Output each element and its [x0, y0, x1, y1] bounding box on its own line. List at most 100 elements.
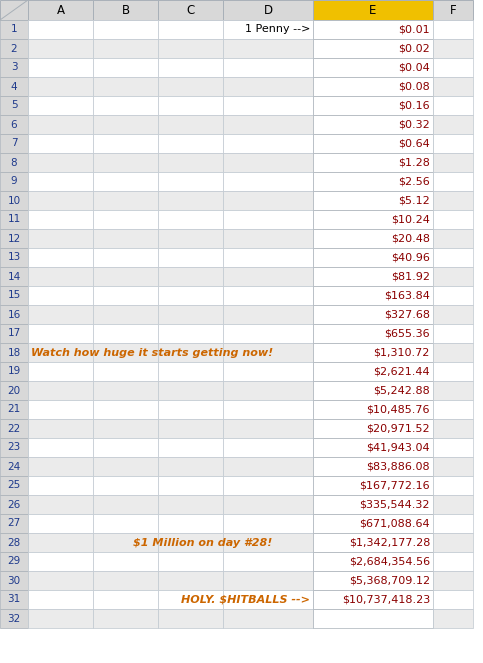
Bar: [313, 495, 433, 514]
Bar: [223, 381, 313, 400]
Bar: [93, 362, 158, 381]
Text: $1,342,177.28: $1,342,177.28: [349, 538, 430, 548]
Bar: [28, 400, 93, 419]
Text: 22: 22: [7, 424, 21, 434]
Bar: [158, 343, 223, 362]
Bar: [223, 324, 313, 343]
Bar: [0, 115, 28, 134]
Bar: [28, 514, 93, 533]
Bar: [158, 400, 223, 419]
Bar: [93, 457, 158, 476]
Bar: [93, 305, 158, 324]
Text: F: F: [450, 3, 456, 17]
Bar: [223, 0, 313, 20]
Bar: [0, 286, 28, 305]
Text: D: D: [263, 3, 272, 17]
Text: $20,971.52: $20,971.52: [367, 424, 430, 434]
Text: 6: 6: [11, 119, 17, 129]
Bar: [158, 495, 223, 514]
Bar: [433, 590, 473, 609]
Bar: [223, 419, 313, 438]
Bar: [28, 362, 93, 381]
Bar: [158, 229, 223, 248]
Bar: [313, 0, 433, 20]
Bar: [0, 343, 28, 362]
Text: B: B: [121, 3, 129, 17]
Bar: [223, 191, 313, 210]
Bar: [223, 229, 313, 248]
Bar: [223, 362, 313, 381]
Bar: [313, 533, 433, 552]
Bar: [158, 248, 223, 267]
Bar: [0, 381, 28, 400]
Bar: [223, 571, 313, 590]
Bar: [93, 286, 158, 305]
Bar: [93, 191, 158, 210]
Bar: [93, 58, 158, 77]
Text: $2.56: $2.56: [398, 176, 430, 186]
Bar: [93, 514, 158, 533]
Bar: [223, 552, 313, 571]
Text: 9: 9: [11, 176, 17, 186]
Bar: [0, 248, 28, 267]
Bar: [0, 571, 28, 590]
Bar: [158, 533, 223, 552]
Bar: [0, 362, 28, 381]
Bar: [0, 552, 28, 571]
Bar: [313, 77, 433, 96]
Text: 11: 11: [7, 215, 21, 225]
Bar: [223, 476, 313, 495]
Bar: [433, 0, 473, 20]
Text: $167,772.16: $167,772.16: [359, 481, 430, 491]
Text: $5,368,709.12: $5,368,709.12: [349, 575, 430, 585]
Bar: [158, 58, 223, 77]
Bar: [28, 286, 93, 305]
Bar: [223, 248, 313, 267]
Bar: [313, 96, 433, 115]
Bar: [313, 134, 433, 153]
Bar: [93, 571, 158, 590]
Bar: [313, 248, 433, 267]
Bar: [313, 115, 433, 134]
Bar: [93, 419, 158, 438]
Bar: [0, 210, 28, 229]
Bar: [158, 153, 223, 172]
Bar: [28, 324, 93, 343]
Bar: [223, 134, 313, 153]
Text: 10: 10: [7, 196, 21, 206]
Bar: [158, 172, 223, 191]
Text: $1 Million on day #28!: $1 Million on day #28!: [133, 538, 273, 548]
Bar: [433, 305, 473, 324]
Bar: [93, 115, 158, 134]
Bar: [433, 343, 473, 362]
Bar: [0, 609, 28, 628]
Bar: [93, 210, 158, 229]
Bar: [223, 20, 313, 39]
Bar: [0, 590, 28, 609]
Bar: [158, 362, 223, 381]
Bar: [0, 400, 28, 419]
Bar: [93, 172, 158, 191]
Bar: [28, 229, 93, 248]
Text: $671,088.64: $671,088.64: [359, 518, 430, 528]
Bar: [0, 495, 28, 514]
Bar: [158, 39, 223, 58]
Bar: [313, 590, 433, 609]
Bar: [28, 96, 93, 115]
Bar: [0, 134, 28, 153]
Bar: [93, 267, 158, 286]
Bar: [0, 267, 28, 286]
Text: 19: 19: [7, 367, 21, 377]
Text: $20.48: $20.48: [391, 233, 430, 243]
Bar: [433, 419, 473, 438]
Bar: [0, 229, 28, 248]
Text: 29: 29: [7, 556, 21, 566]
Bar: [223, 115, 313, 134]
Bar: [93, 552, 158, 571]
Bar: [223, 400, 313, 419]
Bar: [93, 324, 158, 343]
Bar: [158, 115, 223, 134]
Text: Watch how huge it starts getting now!: Watch how huge it starts getting now!: [31, 347, 273, 357]
Text: $2,684,354.56: $2,684,354.56: [349, 556, 430, 566]
Bar: [28, 552, 93, 571]
